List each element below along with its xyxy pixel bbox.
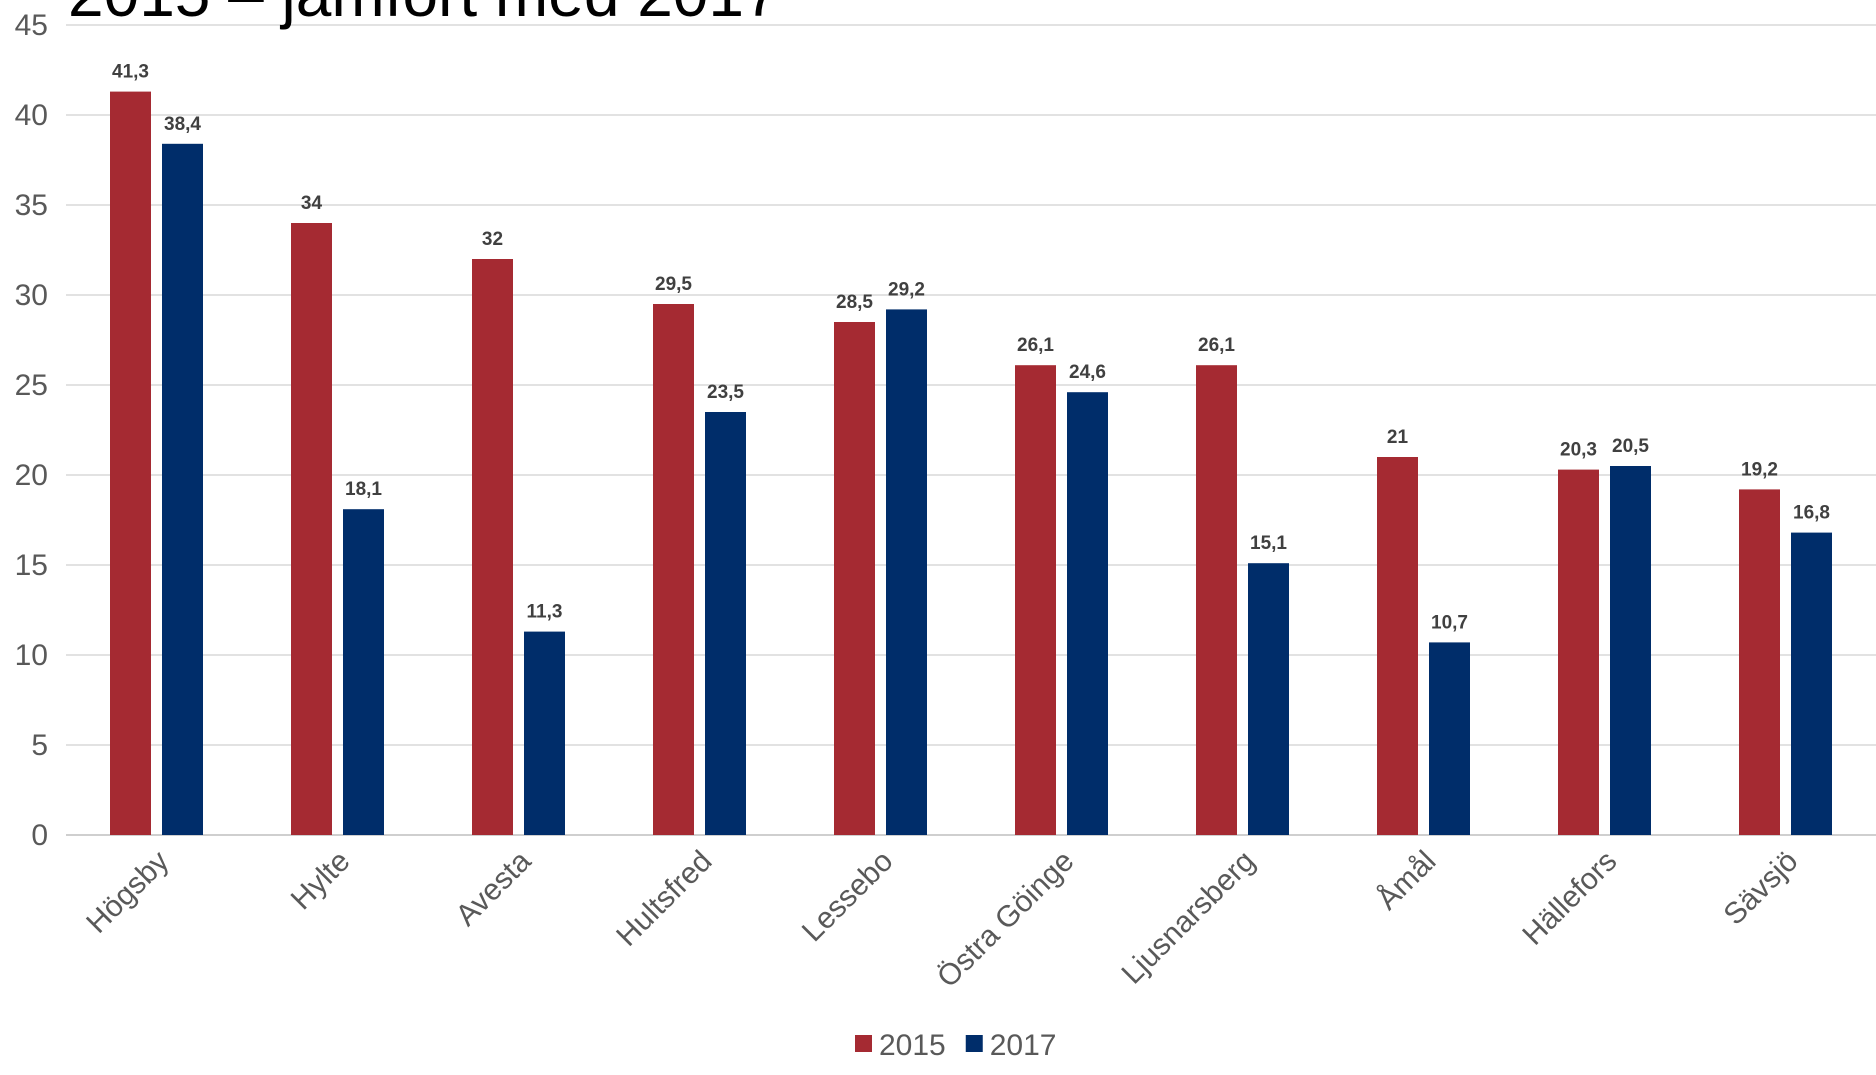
legend-swatch-2015: [855, 1035, 872, 1052]
bar-2017-7: [1429, 642, 1470, 835]
legend-label: 2017: [990, 1029, 1057, 1062]
data-label: 29,2: [888, 279, 925, 300]
x-tick-label: Östra Göinge: [931, 845, 1080, 994]
data-label: 32: [482, 229, 503, 250]
x-tick-label: Högsby: [80, 845, 175, 940]
data-label: 34: [301, 193, 323, 214]
y-tick-label: 10: [15, 639, 48, 672]
data-label: 41,3: [112, 62, 149, 83]
data-label: 28,5: [836, 292, 873, 313]
bar-2017-4: [886, 309, 927, 835]
x-tick-label: Lessebo: [796, 845, 900, 949]
data-label: 19,2: [1741, 459, 1778, 480]
bar-2015-4: [834, 322, 875, 835]
bar-2015-8: [1558, 469, 1599, 835]
bar-2017-1: [343, 509, 384, 835]
bar-2015-3: [653, 304, 694, 835]
legend-label: 2015: [879, 1029, 946, 1062]
bar-2017-0: [162, 143, 203, 836]
bar-2017-6: [1248, 563, 1289, 835]
y-tick-label: 40: [15, 99, 48, 132]
bar-2017-5: [1067, 392, 1108, 835]
data-label: 24,6: [1069, 362, 1106, 383]
legend-swatch-2017: [965, 1035, 983, 1052]
x-tick-label: Ljusnarsberg: [1115, 845, 1261, 991]
y-tick-label: 20: [15, 459, 48, 492]
x-tick-label: Hylte: [285, 845, 357, 917]
bar-2015-9: [1739, 489, 1780, 835]
y-tick-label: 45: [15, 9, 48, 42]
y-tick-label: 5: [31, 729, 48, 762]
bar-2015-6: [1196, 365, 1237, 835]
bar-2015-0: [110, 91, 151, 836]
data-label: 26,1: [1017, 335, 1054, 356]
x-tick-label: Hällefors: [1516, 845, 1623, 952]
data-label: 29,5: [655, 274, 692, 295]
y-tick-label: 30: [15, 279, 48, 312]
x-tick-label: Åmål: [1371, 845, 1443, 917]
y-tick-label: 0: [31, 819, 48, 852]
x-tick-label: Hultsfred: [610, 845, 718, 953]
bar-2017-9: [1791, 532, 1832, 835]
data-label: 18,1: [345, 479, 382, 500]
data-label: 38,4: [164, 114, 201, 135]
y-tick-label: 25: [15, 369, 48, 402]
chart-title: 2015 – jämfört med 2017: [68, 0, 780, 26]
x-tick-label: Sävsjö: [1717, 845, 1804, 932]
data-label: 10,7: [1431, 612, 1468, 633]
bar-2017-3: [705, 412, 746, 835]
bar-2015-7: [1377, 457, 1418, 835]
data-label: 21: [1387, 427, 1409, 448]
bar-2017-2: [524, 631, 565, 835]
bar-2015-1: [291, 223, 332, 835]
data-label: 23,5: [707, 382, 744, 403]
y-tick-label: 15: [15, 549, 48, 582]
bar-2017-8: [1610, 466, 1651, 835]
data-label: 20,5: [1612, 436, 1649, 457]
data-label: 15,1: [1250, 533, 1287, 554]
data-label: 26,1: [1198, 335, 1235, 356]
data-label: 16,8: [1793, 503, 1830, 524]
y-tick-label: 35: [15, 189, 48, 222]
x-tick-label: Avesta: [450, 844, 538, 932]
bar-2015-2: [472, 259, 513, 835]
bar-2015-5: [1015, 365, 1056, 835]
data-label: 11,3: [527, 602, 563, 623]
data-label: 20,3: [1560, 440, 1597, 461]
